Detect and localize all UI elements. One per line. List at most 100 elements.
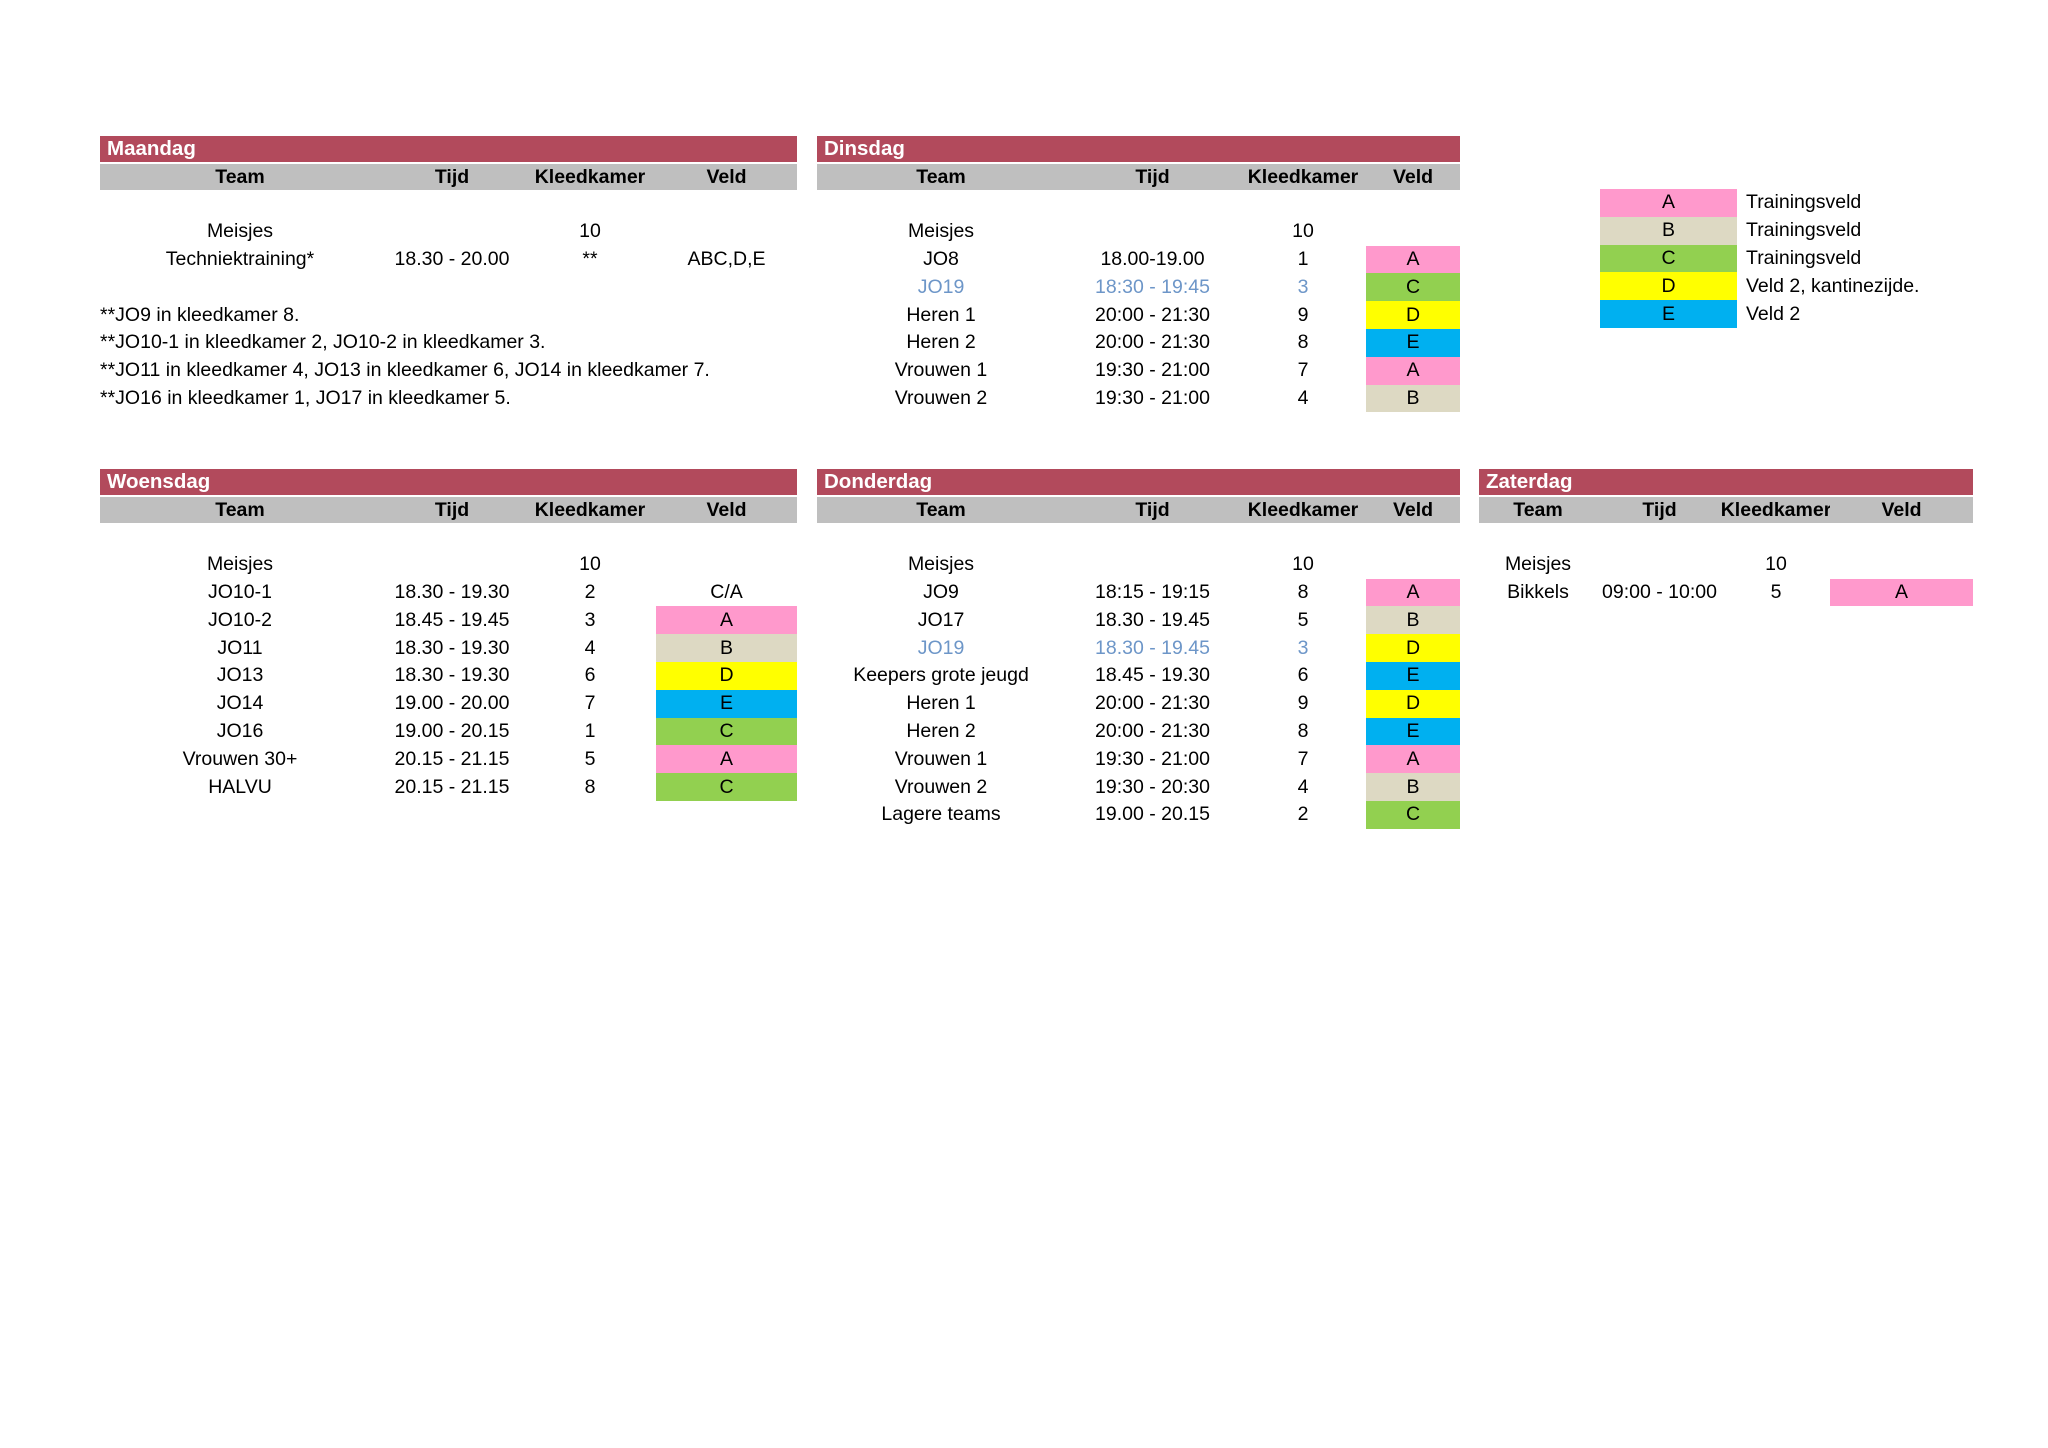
schedule-row: Meisjes 10 [817, 218, 1460, 246]
cell-veld: B [1366, 606, 1460, 635]
day-title: Woensdag [107, 470, 211, 493]
column-header-kleedkamer: Kleedkamer [534, 498, 646, 521]
legend-swatch-C: C [1600, 244, 1737, 273]
schedule-row: Heren 1 20:00 - 21:30 9 D [817, 689, 1460, 718]
schedule-row: JO8 18.00-19.00 1 A [817, 245, 1460, 274]
schedule-row: JO16 19.00 - 20.15 1 C [100, 717, 797, 746]
footnote-line: **JO16 in kleedkamer 1, JO17 in kleedkam… [100, 386, 511, 409]
legend-swatch-B: B [1600, 216, 1737, 245]
cell-tijd [1065, 218, 1240, 246]
schedule-row: JO10-2 18.45 - 19.45 3 A [100, 606, 797, 635]
cell-veld: C [656, 717, 797, 746]
cell-veld: A [656, 745, 797, 774]
schedule-row: Meisjes 10 [100, 218, 797, 246]
schedule-row: Bikkels 09:00 - 10:00 5 A [1479, 578, 1973, 607]
column-header-row: Team Tijd Kleedkamer Veld [100, 497, 797, 523]
cell-team: JO11 [217, 636, 263, 659]
cell-kleedkamer: 5 [1297, 608, 1309, 631]
cell-veld: C/A [710, 580, 743, 603]
cell-team: Vrouwen 2 [894, 775, 988, 798]
day-title: Donderdag [824, 470, 933, 493]
cell-team: Heren 1 [906, 692, 976, 715]
cell-tijd: 20.15 - 21.15 [394, 775, 510, 798]
column-header-kleedkamer: Kleedkamer [534, 165, 646, 188]
cell-tijd: 19:30 - 21:00 [1095, 747, 1210, 770]
cell-veld: D [656, 662, 797, 690]
day-header-bar: Woensdag [100, 469, 797, 495]
cell-kleedkamer: 10 [1765, 553, 1787, 576]
cell-kleedkamer: 2 [1297, 803, 1309, 826]
cell-tijd: 20.15 - 21.15 [394, 747, 510, 770]
schedule-row: Keepers grote jeugd 18.45 - 19.30 6 E [817, 662, 1460, 690]
schedule-row: Heren 1 20:00 - 21:30 9 D [817, 301, 1460, 329]
cell-tijd: 19:30 - 21:00 [1095, 386, 1210, 409]
cell-team: Heren 2 [906, 719, 976, 742]
day-title: Dinsdag [824, 137, 905, 160]
schedule-row: Vrouwen 1 19:30 - 21:00 7 A [817, 356, 1460, 385]
cell-kleedkamer: 4 [1297, 386, 1309, 409]
cell-team: Meisjes [1504, 553, 1572, 576]
cell-tijd: 20:00 - 21:30 [1095, 719, 1210, 742]
cell-tijd: 20:00 - 21:30 [1095, 331, 1210, 354]
day-header-bar: Dinsdag [817, 136, 1460, 162]
cell-team: Heren 1 [906, 303, 976, 326]
cell-kleedkamer: 8 [584, 775, 596, 798]
legend-swatch-A: A [1600, 189, 1737, 217]
schedule-row: Vrouwen 30+ 20.15 - 21.15 5 A [100, 745, 797, 774]
legend-row: E Veld 2 [1600, 300, 1800, 328]
column-header-tijd: Tijd [434, 498, 470, 521]
cell-veld [656, 218, 797, 246]
cell-veld: B [656, 634, 797, 662]
cell-team: JO16 [216, 719, 264, 742]
cell-veld: E [1366, 662, 1460, 690]
schedule-row: JO10-1 18.30 - 19.30 2 C/A [100, 579, 797, 607]
cell-veld: E [656, 689, 797, 718]
footnotes: **JO9 in kleedkamer 8. **JO10-1 in kleedk… [100, 301, 800, 412]
cell-team: Bikkels [1507, 580, 1569, 603]
cell-veld: D [1366, 689, 1460, 718]
cell-tijd: 18.30 - 19.30 [394, 580, 510, 603]
column-header-tijd: Tijd [434, 165, 470, 188]
legend-row: C Trainingsveld [1600, 244, 1861, 273]
legend-swatch-E: E [1600, 300, 1737, 328]
cell-kleedkamer: 5 [584, 747, 596, 770]
cell-tijd: 19.00 - 20.15 [1095, 803, 1210, 826]
cell-kleedkamer: 9 [1297, 692, 1309, 715]
footnote-line: **JO11 in kleedkamer 4, JO13 in kleedkam… [100, 359, 710, 382]
cell-veld: A [1366, 745, 1460, 774]
column-header-tijd: Tijd [1642, 498, 1677, 521]
cell-tijd: 09:00 - 10:00 [1602, 580, 1717, 603]
cell-tijd: 19.00 - 20.00 [394, 692, 510, 715]
cell-tijd: 18:30 - 19:45 [1095, 275, 1210, 298]
cell-kleedkamer: 5 [1770, 580, 1782, 603]
column-header-row: Team Tijd Kleedkamer Veld [100, 164, 797, 190]
cell-kleedkamer: 7 [1297, 747, 1309, 770]
schedule-row: Heren 2 20:00 - 21:30 8 E [817, 717, 1460, 746]
cell-team: Vrouwen 2 [894, 386, 988, 409]
cell-tijd: 18.45 - 19.45 [394, 608, 510, 631]
cell-veld: D [1366, 301, 1460, 329]
column-header-team: Team [1513, 498, 1563, 521]
cell-team: Vrouwen 1 [894, 747, 988, 770]
column-header-team: Team [215, 498, 265, 521]
schedule-row: Techniektraining* 18.30 - 20.00 ** ABC,D,E [100, 246, 797, 274]
cell-tijd [1597, 551, 1722, 579]
cell-veld: A [1366, 356, 1460, 385]
cell-team: Vrouwen 1 [894, 359, 988, 382]
table-dinsdag: Dinsdag Team Tijd Kleedkamer Veld Meisjes 10… [817, 136, 1460, 422]
cell-tijd: 19:30 - 20:30 [1095, 775, 1210, 798]
cell-tijd [380, 551, 524, 579]
day-header-bar: Zaterdag [1479, 469, 1973, 495]
cell-veld: B [1366, 773, 1460, 801]
cell-team: Lagere teams [881, 803, 1001, 826]
column-header-tijd: Tijd [1135, 498, 1170, 521]
schedule-row: Vrouwen 1 19:30 - 21:00 7 A [817, 745, 1460, 774]
cell-tijd [1065, 551, 1240, 579]
day-title: Zaterdag [1486, 470, 1573, 493]
cell-kleedkamer: 10 [1292, 220, 1314, 243]
table-donderdag: Donderdag Team Tijd Kleedkamer Veld Meisjes… [817, 469, 1460, 839]
cell-tijd: 20:00 - 21:30 [1095, 303, 1210, 326]
column-header-kleedkamer: Kleedkamer [1722, 498, 1830, 521]
cell-team: Meisjes [907, 220, 975, 243]
cell-kleedkamer: 10 [579, 553, 601, 576]
